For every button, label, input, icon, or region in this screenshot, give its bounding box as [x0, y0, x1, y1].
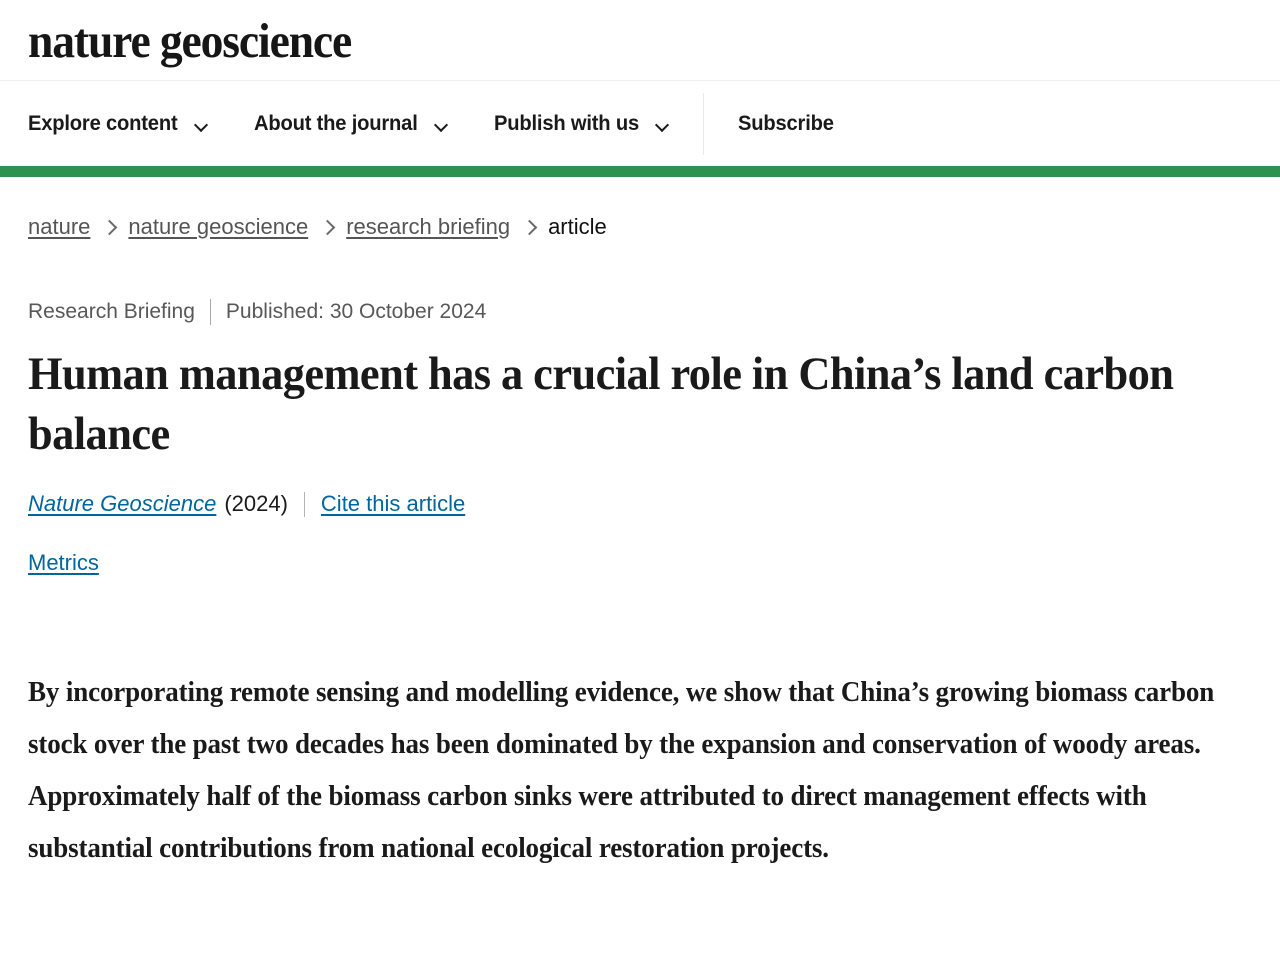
metrics-link[interactable]: Metrics	[28, 550, 99, 575]
nav-item-publish-with-us[interactable]: Publish with us	[494, 112, 669, 136]
breadcrumb-item-research-briefing[interactable]: research briefing	[346, 214, 511, 239]
chevron-down-icon	[195, 120, 208, 128]
nav-item-about-the-journal[interactable]: About the journal	[254, 112, 448, 136]
article-type-label: Research Briefing	[28, 300, 195, 323]
nav-item-label: About the journal	[253, 111, 418, 135]
site-masthead: nature geoscience	[0, 0, 1280, 81]
citation-row: Nature Geoscience (2024) Cite this artic…	[28, 491, 1260, 517]
nav-divider	[703, 92, 705, 155]
chevron-right-icon	[524, 222, 534, 232]
article-content: nature nature geoscience research briefi…	[0, 177, 1280, 875]
article-published-date: Published: 30 October 2024	[225, 300, 487, 323]
breadcrumb: nature nature geoscience research briefi…	[28, 177, 1260, 240]
primary-navigation: Explore content About the journal Publis…	[0, 81, 1280, 166]
nav-item-label: Publish with us	[494, 111, 640, 135]
chevron-down-icon	[656, 120, 669, 128]
chevron-down-icon	[435, 120, 448, 128]
citation-divider	[303, 491, 305, 517]
chevron-right-icon	[322, 222, 332, 232]
publication-year: (2024)	[224, 491, 288, 516]
journal-name-link[interactable]: Nature Geoscience	[28, 491, 217, 516]
journal-logo[interactable]: nature geoscience	[28, 12, 352, 68]
article-meta: Research Briefing Published: 30 October …	[28, 299, 1260, 325]
meta-divider	[209, 299, 211, 325]
cite-this-article-link[interactable]: Cite this article	[320, 491, 466, 516]
nav-item-subscribe[interactable]: Subscribe	[738, 111, 834, 135]
metrics-row: Metrics	[28, 550, 1260, 576]
nav-item-label: Explore content	[28, 111, 178, 135]
nav-item-explore-content[interactable]: Explore content	[28, 112, 208, 136]
article-summary: By incorporating remote sensing and mode…	[28, 677, 1215, 864]
breadcrumb-item-nature[interactable]: nature	[28, 214, 91, 239]
breadcrumb-item-article: article	[548, 214, 607, 239]
page-title: Human management has a crucial role in C…	[28, 348, 1174, 460]
nav-list: Explore content About the journal Publis…	[28, 81, 669, 166]
breadcrumb-item-nature-geoscience[interactable]: nature geoscience	[128, 214, 309, 239]
brand-accent-bar	[0, 166, 1280, 177]
chevron-right-icon	[104, 222, 114, 232]
